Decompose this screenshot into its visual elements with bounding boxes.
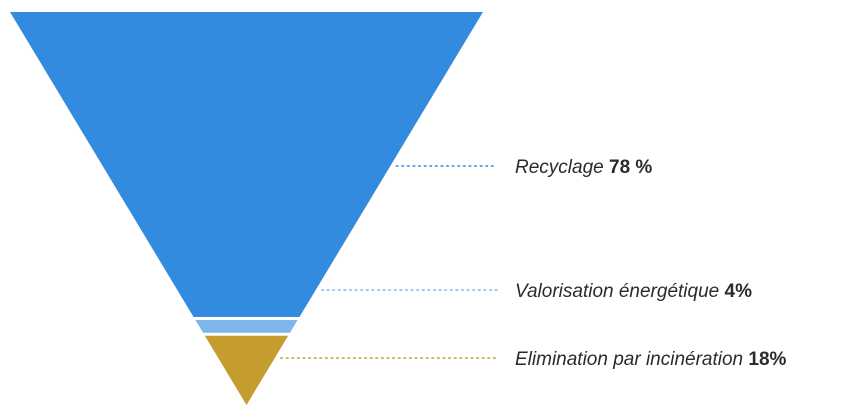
segment-value: 78 %: [609, 157, 652, 178]
segment-label-1: Recyclage 78 %: [515, 157, 652, 178]
segment-name: Recyclage: [515, 157, 604, 178]
segment-value: 4%: [725, 281, 753, 302]
segment-name: Valorisation énergétique: [515, 281, 719, 302]
segment-name: Elimination par incinération: [515, 349, 743, 370]
leader-lines: [279, 165, 498, 359]
funnel-segments: [10, 12, 483, 405]
segment-value: 18%: [748, 349, 786, 370]
funnel-segment-1: [10, 12, 483, 318]
funnel-segment-2: [195, 320, 298, 333]
segment-label-2: Valorisation énergétique 4%: [515, 281, 752, 302]
segment-labels: Recyclage 78 % Valorisation énergétique 4…: [515, 157, 787, 370]
funnel-segment-3: [204, 335, 289, 405]
segment-label-3: Elimination par incinération 18%: [515, 349, 787, 370]
